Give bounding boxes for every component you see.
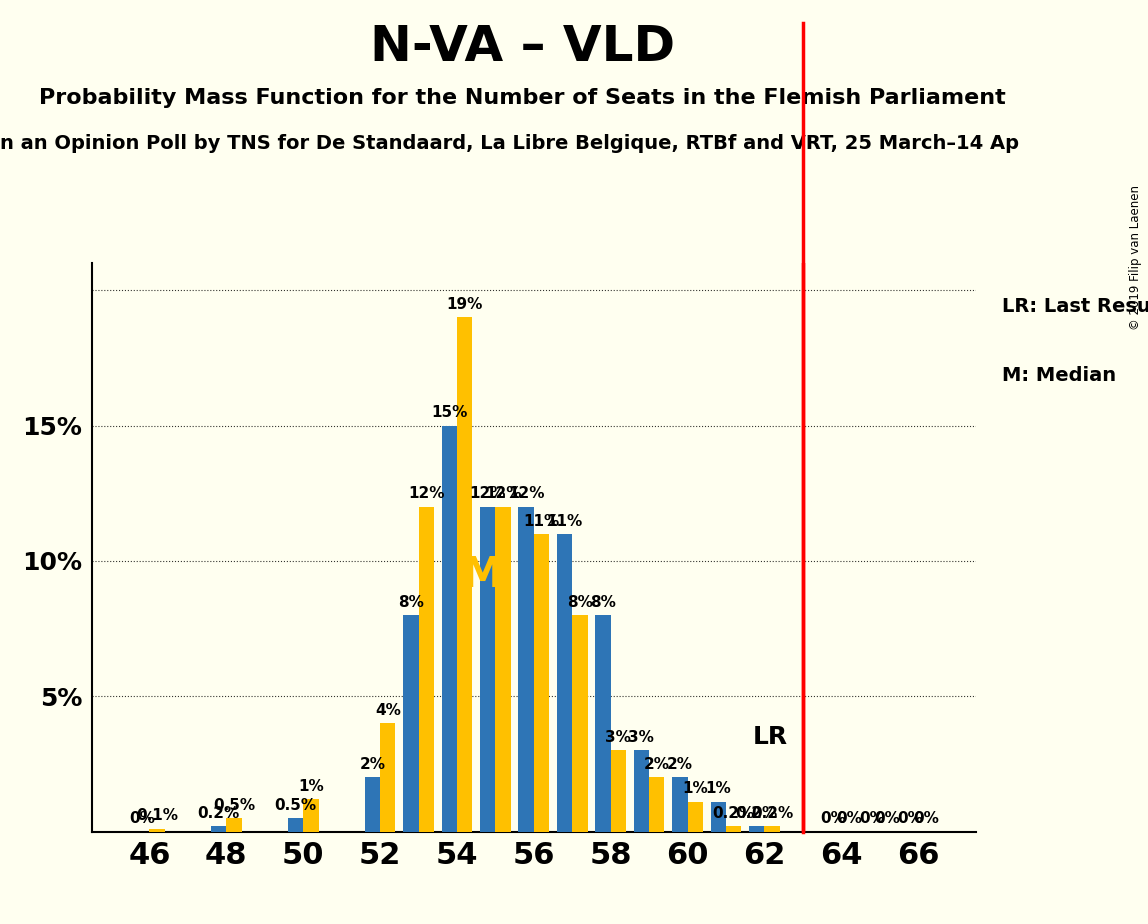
Text: 0.2%: 0.2% — [713, 806, 754, 821]
Text: 0%: 0% — [821, 811, 846, 826]
Bar — [519, 507, 534, 832]
Text: 2%: 2% — [359, 757, 386, 772]
Text: 15%: 15% — [432, 406, 467, 420]
Text: 12%: 12% — [408, 486, 444, 502]
Bar — [688, 802, 703, 832]
Text: 0.2%: 0.2% — [736, 806, 778, 821]
Text: 8%: 8% — [567, 595, 592, 610]
Text: LR: Last Result: LR: Last Result — [1002, 298, 1148, 316]
Text: 3%: 3% — [605, 730, 631, 745]
Text: 0%: 0% — [836, 811, 862, 826]
Bar — [457, 318, 472, 832]
Text: 0%: 0% — [875, 811, 900, 826]
Text: 0.5%: 0.5% — [274, 797, 317, 813]
Bar — [211, 826, 226, 832]
Text: 0.1%: 0.1% — [137, 808, 178, 823]
Text: n an Opinion Poll by TNS for De Standaard, La Libre Belgique, RTBf and VRT, 25 M: n an Opinion Poll by TNS for De Standaar… — [0, 134, 1019, 153]
Text: 11%: 11% — [523, 514, 559, 529]
Text: © 2019 Filip van Laenen: © 2019 Filip van Laenen — [1130, 185, 1142, 330]
Bar — [673, 777, 688, 832]
Text: 12%: 12% — [470, 486, 506, 502]
Text: 0.5%: 0.5% — [214, 797, 255, 813]
Text: 19%: 19% — [447, 297, 483, 312]
Bar — [596, 615, 611, 832]
Bar — [649, 777, 665, 832]
Bar — [226, 818, 242, 832]
Bar — [748, 826, 765, 832]
Text: N-VA – VLD: N-VA – VLD — [370, 23, 675, 71]
Bar — [419, 507, 434, 832]
Text: LR: LR — [752, 725, 788, 748]
Text: 0.2%: 0.2% — [751, 806, 793, 821]
Bar — [403, 615, 419, 832]
Text: M: Median: M: Median — [1002, 366, 1117, 384]
Text: 3%: 3% — [628, 730, 654, 745]
Text: 11%: 11% — [546, 514, 583, 529]
Text: M: M — [461, 553, 503, 596]
Text: Probability Mass Function for the Number of Seats in the Flemish Parliament: Probability Mass Function for the Number… — [39, 88, 1006, 108]
Bar — [496, 507, 511, 832]
Text: 12%: 12% — [507, 486, 544, 502]
Bar — [711, 802, 726, 832]
Text: 1%: 1% — [298, 779, 324, 794]
Bar — [765, 826, 779, 832]
Text: 0%: 0% — [859, 811, 885, 826]
Bar — [149, 829, 165, 832]
Text: 12%: 12% — [484, 486, 521, 502]
Bar — [380, 723, 395, 832]
Text: 1%: 1% — [705, 782, 731, 796]
Text: 8%: 8% — [398, 595, 424, 610]
Text: 2%: 2% — [667, 757, 693, 772]
Bar — [303, 799, 319, 832]
Text: 0.2%: 0.2% — [197, 806, 240, 821]
Bar — [288, 818, 303, 832]
Bar — [442, 426, 457, 832]
Bar — [634, 750, 649, 832]
Text: 2%: 2% — [644, 757, 669, 772]
Bar — [726, 826, 742, 832]
Text: 4%: 4% — [375, 703, 401, 718]
Text: 8%: 8% — [590, 595, 616, 610]
Bar — [365, 777, 380, 832]
Bar — [611, 750, 626, 832]
Text: 0%: 0% — [913, 811, 939, 826]
Bar — [534, 534, 549, 832]
Bar — [572, 615, 588, 832]
Text: 0%: 0% — [129, 811, 155, 826]
Text: 0%: 0% — [898, 811, 923, 826]
Bar — [557, 534, 572, 832]
Text: 1%: 1% — [682, 782, 708, 796]
Bar — [480, 507, 496, 832]
